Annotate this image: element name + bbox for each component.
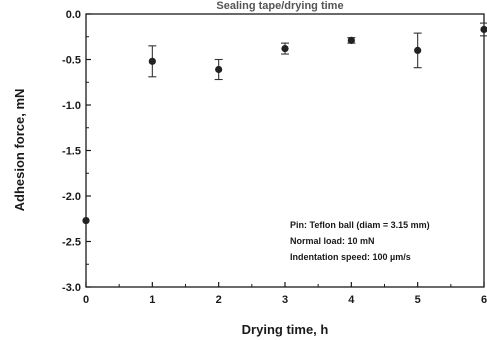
y-axis-label: Adhesion force, mN	[12, 89, 27, 212]
y-tick-label: 0.0	[66, 9, 81, 21]
annotation-line: Pin: Teflon ball (diam = 3.15 mm)	[290, 220, 430, 230]
y-tick-label: -1.5	[62, 146, 81, 158]
x-tick-label: 4	[348, 294, 355, 306]
data-point	[281, 44, 289, 53]
x-tick-label: 2	[216, 294, 222, 306]
data-point	[148, 57, 156, 65]
data-point	[215, 65, 223, 74]
x-tick-labels: 0 1 2 3 4 5 6	[83, 294, 487, 306]
y-tick-labels: -3.0 -2.5 -2.0 -1.5 -1.0 -0.5 0.0	[62, 9, 81, 294]
y-tick-label: -3.0	[62, 282, 81, 294]
error-bars	[148, 22, 487, 81]
y-tick-label: -2.5	[62, 237, 81, 249]
data-point	[414, 46, 422, 55]
x-tick-label: 0	[83, 294, 89, 306]
data-points	[82, 25, 487, 225]
data-point	[480, 25, 487, 34]
annotation-line: Normal load: 10 mN	[290, 236, 375, 246]
y-tick-label: -2.0	[62, 191, 81, 203]
plot-frame	[85, 13, 485, 288]
y-tick-label: -1.0	[62, 100, 81, 112]
x-tick-label: 6	[481, 294, 487, 306]
data-point	[347, 36, 355, 44]
chart-title: Sealing tape/drying time	[216, 0, 343, 12]
x-axis-label: Drying time, h	[242, 322, 329, 337]
x-tick-label: 1	[149, 294, 155, 306]
x-tick-label: 3	[282, 294, 288, 306]
y-tick-label: -0.5	[62, 55, 81, 67]
x-tick-label: 5	[415, 294, 421, 306]
annotation-box: Pin: Teflon ball (diam = 3.15 mm) Normal…	[290, 220, 430, 262]
data-point	[82, 216, 90, 225]
axis-ticks	[85, 13, 485, 288]
annotation-line: Indentation speed: 100 µm/s	[290, 252, 411, 262]
